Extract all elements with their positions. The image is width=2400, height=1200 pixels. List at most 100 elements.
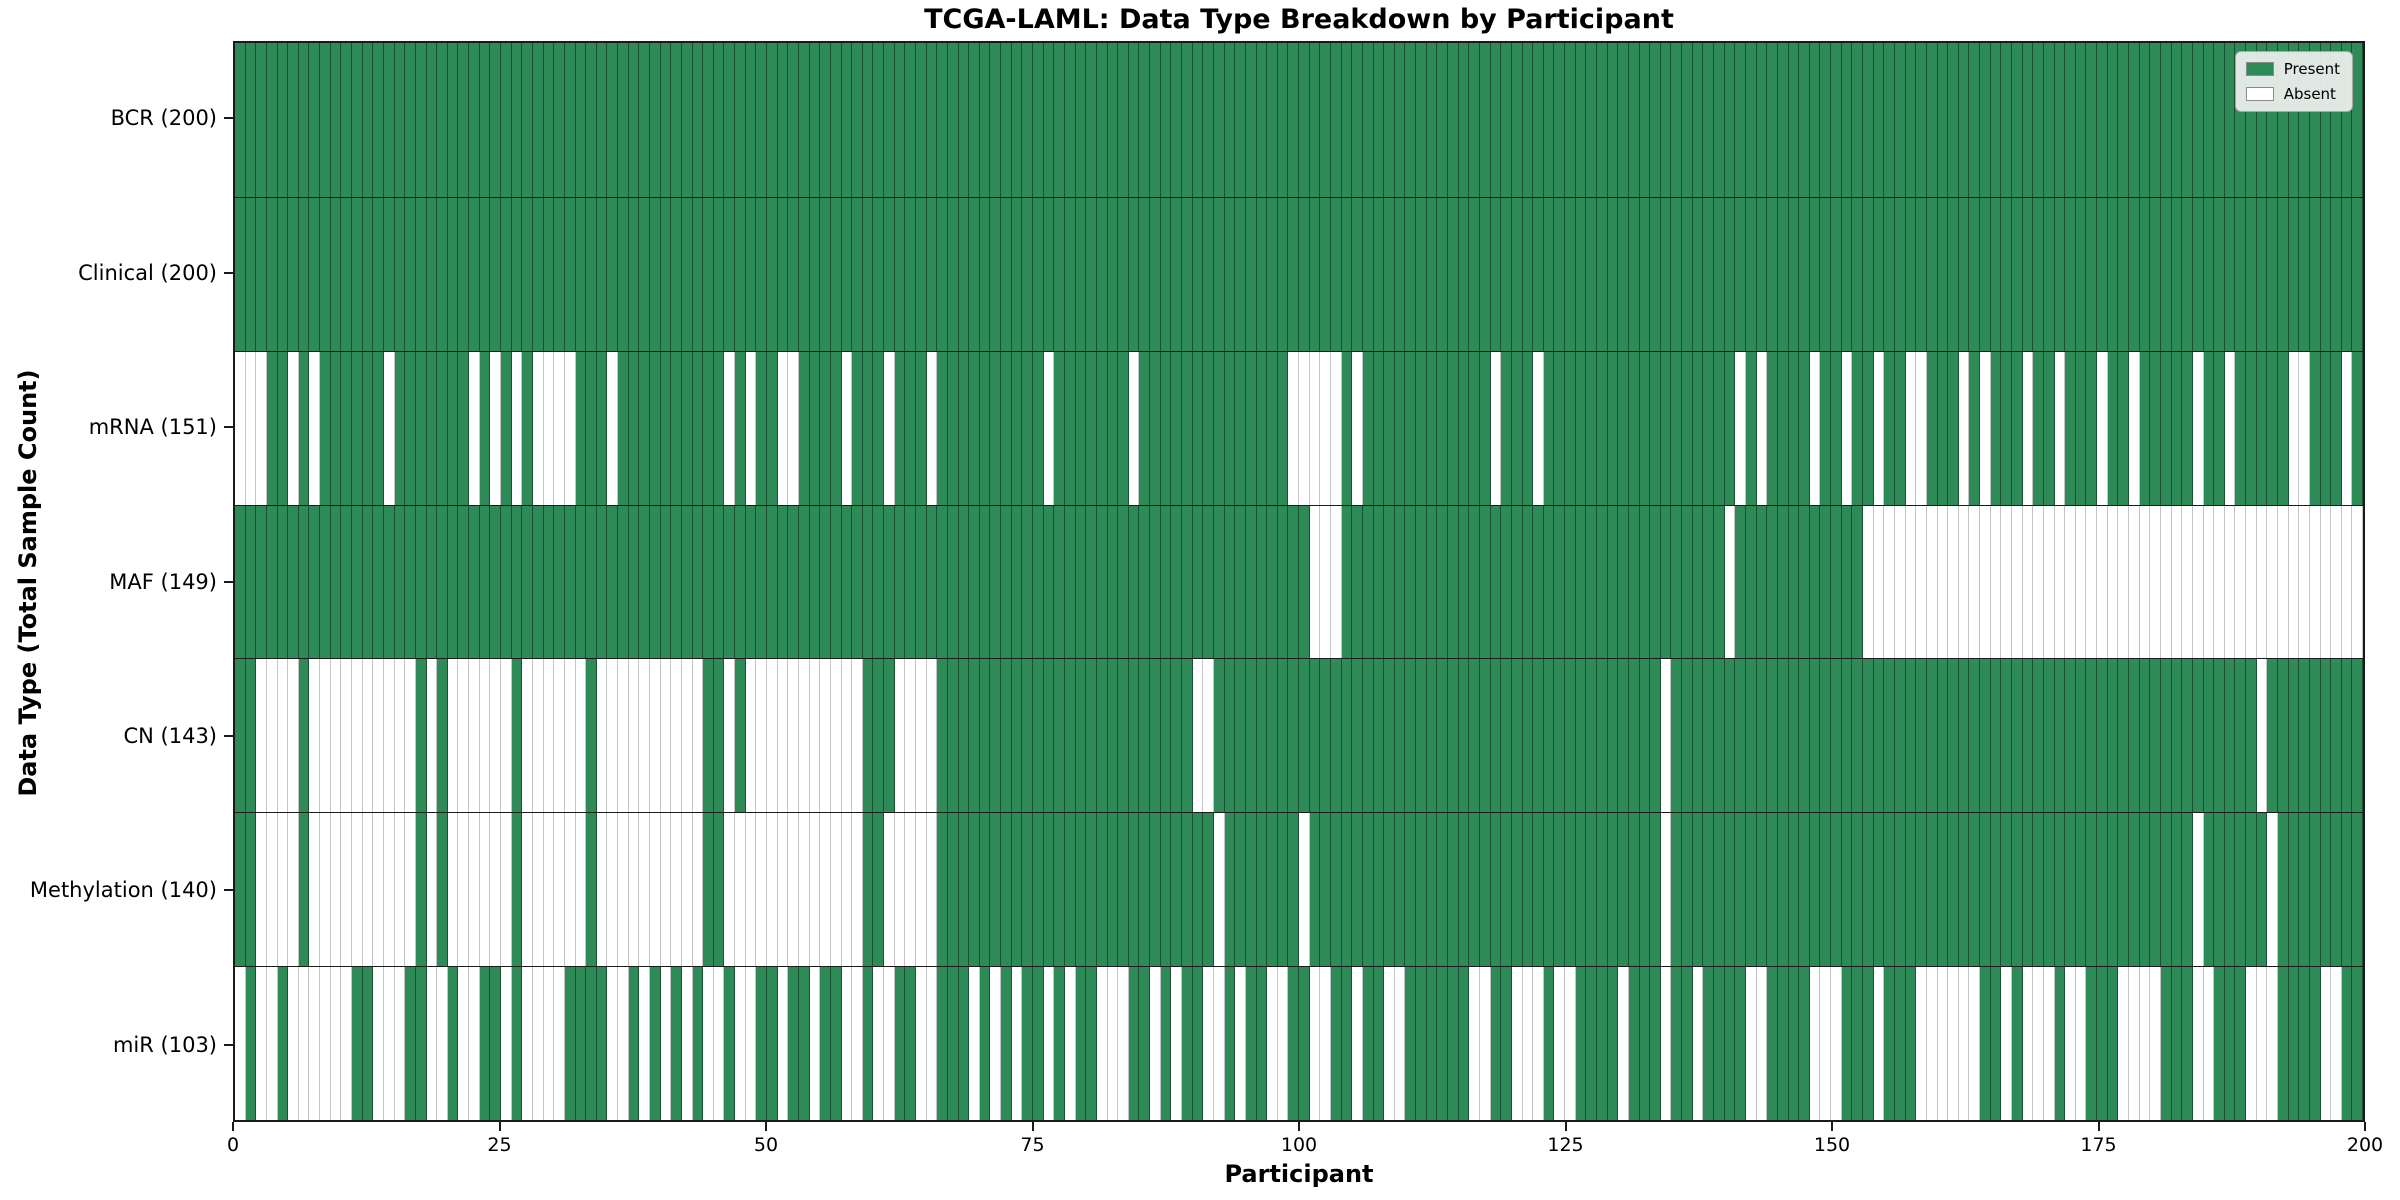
heatmap-cell: [873, 43, 885, 197]
heatmap-cell: [1714, 659, 1725, 813]
heatmap-cell: [1299, 351, 1310, 505]
heatmap-cell: [947, 197, 959, 351]
heatmap-cell: [1011, 351, 1023, 505]
heatmap-cell: [1873, 967, 1885, 1120]
heatmap-cell: [1352, 197, 1363, 351]
heatmap-cell: [1714, 43, 1725, 197]
heatmap-cell: [245, 967, 257, 1120]
heatmap-cell: [1150, 505, 1161, 659]
heatmap-cell: [1405, 43, 1417, 197]
heatmap-cell: [458, 659, 470, 813]
heatmap-cell: [862, 197, 874, 351]
heatmap-cell: [1565, 505, 1576, 659]
heatmap-row-MAF: [235, 504, 2364, 659]
heatmap-cell: [1788, 197, 1800, 351]
heatmap-cell: [1245, 351, 1257, 505]
heatmap-cell: [1075, 813, 1087, 967]
heatmap-cell: [341, 197, 353, 351]
heatmap-cell: [1277, 43, 1289, 197]
heatmap-cell: [1171, 197, 1183, 351]
heatmap-cell: [1277, 813, 1289, 967]
heatmap-cell: [1384, 43, 1395, 197]
heatmap-cell: [1958, 351, 1970, 505]
heatmap-cell: [1714, 505, 1725, 659]
heatmap-cell: [586, 197, 597, 351]
heatmap-cell: [341, 505, 353, 659]
heatmap-cell: [447, 967, 459, 1120]
heatmap-cell: [2352, 505, 2364, 659]
heatmap-cell: [947, 505, 959, 659]
heatmap-cell: [724, 813, 736, 967]
heatmap-cell: [1937, 197, 1949, 351]
heatmap-cell: [1277, 505, 1289, 659]
heatmap-cell: [1575, 659, 1587, 813]
heatmap-cell: [1958, 197, 1970, 351]
heatmap-cell: [958, 43, 970, 197]
heatmap-cell: [2043, 659, 2055, 813]
heatmap-cell: [958, 505, 970, 659]
heatmap-cell: [1894, 351, 1906, 505]
heatmap-cell: [2097, 967, 2108, 1120]
heatmap-cell: [1426, 813, 1438, 967]
heatmap-cell: [1543, 813, 1555, 967]
heatmap-cell: [532, 43, 544, 197]
heatmap-cell: [1330, 659, 1342, 813]
heatmap-cell: [1192, 43, 1204, 197]
heatmap-cell: [405, 197, 416, 351]
heatmap-cell: [2203, 351, 2215, 505]
heatmap-cell: [1948, 967, 1959, 1120]
plot-area: Present Absent: [233, 41, 2365, 1122]
heatmap-cell: [1128, 351, 1140, 505]
heatmap-cell: [1341, 813, 1353, 967]
heatmap-cell: [777, 43, 789, 197]
heatmap-cell: [1831, 813, 1842, 967]
heatmap-cell: [2065, 351, 2076, 505]
heatmap-cell: [1362, 813, 1374, 967]
heatmap-cell: [352, 813, 363, 967]
heatmap-cell: [1682, 659, 1693, 813]
heatmap-cell: [437, 813, 448, 967]
heatmap-cell: [958, 197, 970, 351]
heatmap-cell: [830, 505, 842, 659]
heatmap-cell: [2097, 505, 2108, 659]
heatmap-cell: [2171, 505, 2183, 659]
heatmap-cell: [479, 813, 491, 967]
heatmap-cell: [1522, 505, 1534, 659]
heatmap-cell: [820, 43, 831, 197]
heatmap-cell: [309, 505, 321, 659]
heatmap-cell: [1075, 659, 1087, 813]
heatmap-cell: [1660, 43, 1672, 197]
heatmap-cell: [1139, 351, 1151, 505]
heatmap-cell: [2065, 505, 2076, 659]
heatmap-cell: [756, 813, 768, 967]
heatmap-cell: [692, 505, 704, 659]
heatmap-cell: [1011, 197, 1023, 351]
x-tick-mark: [498, 1122, 501, 1131]
heatmap-cell: [1235, 197, 1246, 351]
heatmap-cell: [692, 351, 704, 505]
heatmap-cell: [1213, 813, 1225, 967]
heatmap-cell: [1224, 967, 1236, 1120]
heatmap-cell: [1969, 351, 1981, 505]
heatmap-cell: [1799, 505, 1810, 659]
heatmap-cell: [798, 967, 810, 1120]
heatmap-cell: [2299, 813, 2310, 967]
heatmap-cell: [1980, 813, 1991, 967]
heatmap-cell: [1820, 967, 1832, 1120]
heatmap-cell: [415, 351, 427, 505]
heatmap-cell: [628, 43, 640, 197]
x-tick-label-125: 125: [1547, 1134, 1584, 1156]
heatmap-cell: [1958, 967, 1970, 1120]
heatmap-cell: [1054, 505, 1065, 659]
heatmap-cell: [1533, 43, 1544, 197]
heatmap-cell: [628, 813, 640, 967]
heatmap-cell: [2246, 351, 2257, 505]
heatmap-cell: [554, 43, 565, 197]
heatmap-cell: [1118, 967, 1129, 1120]
heatmap-cell: [1554, 505, 1566, 659]
heatmap-cell: [1341, 351, 1353, 505]
heatmap-cell: [2309, 43, 2321, 197]
y-tick-mark: [224, 117, 233, 120]
heatmap-cell: [926, 813, 938, 967]
heatmap-cell: [1682, 351, 1693, 505]
